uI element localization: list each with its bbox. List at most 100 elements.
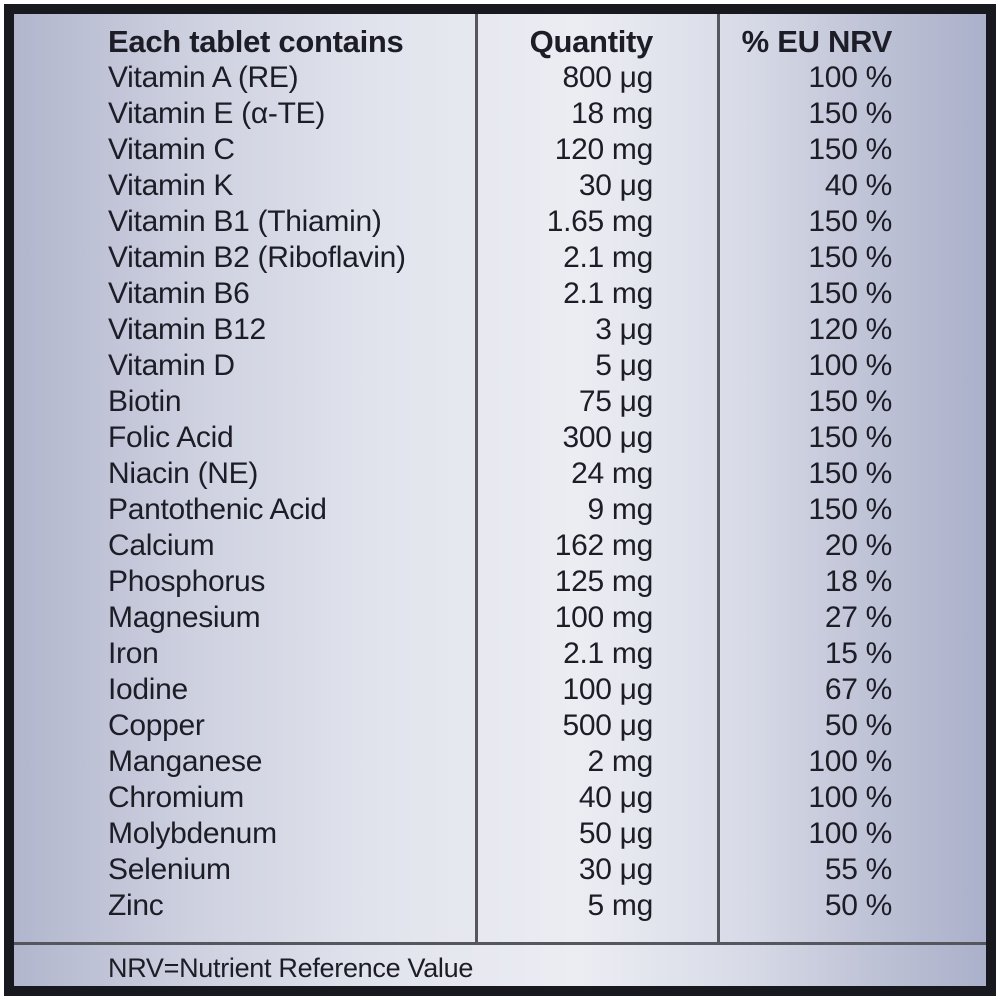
table-row: Vitamin A (RE) 800 μg 100 %	[14, 60, 986, 96]
nrv-percent-cell: 18 %	[824, 565, 892, 598]
footnote-rule	[14, 942, 986, 945]
label-frame: Each tablet contains Quantity % EU NRV V…	[4, 4, 996, 996]
nrv-percent-cell: 100 %	[808, 817, 892, 850]
quantity-value-cell: 40 μg	[578, 781, 653, 814]
table-row: Vitamin B6 2.1 mg 150 %	[14, 276, 986, 312]
quantity-value-cell: 30 μg	[578, 853, 653, 886]
table-row: Iron 2.1 mg 15 %	[14, 636, 986, 672]
nutrient-name-cell: Phosphorus	[108, 565, 266, 598]
nutrient-name-cell: Iodine	[108, 673, 188, 706]
nutrient-name-cell: Vitamin K	[108, 169, 234, 202]
nrv-percent-cell: 50 %	[824, 709, 892, 742]
nrv-percent-cell: 150 %	[808, 241, 892, 274]
quantity-value-cell: 2 mg	[587, 745, 654, 778]
nrv-percent-cell: 150 %	[808, 493, 892, 526]
nrv-percent-cell: 150 %	[808, 421, 892, 454]
nutrient-name-cell: Pantothenic Acid	[108, 493, 327, 526]
quantity-value-cell: 162 mg	[554, 529, 654, 562]
nrv-percent-cell: 27 %	[824, 601, 892, 634]
quantity-value-cell: 18 mg	[571, 97, 653, 130]
nrv-percent-cell: 150 %	[808, 133, 892, 166]
table-row: Calcium 162 mg 20 %	[14, 528, 986, 564]
nutrient-name-cell: Vitamin B6	[108, 277, 250, 310]
nrv-percent-cell: 100 %	[808, 781, 892, 814]
nutrient-name-cell: Niacin (NE)	[108, 457, 259, 490]
quantity-value-cell: 75 μg	[578, 385, 653, 418]
nutrient-name-cell: Biotin	[108, 385, 182, 418]
table-row: Vitamin E (α-TE) 18 mg 150 %	[14, 96, 986, 132]
quantity-value-cell: 24 mg	[571, 457, 653, 490]
nutrition-table: Each tablet contains Quantity % EU NRV V…	[14, 24, 986, 924]
table-header-row: Each tablet contains Quantity % EU NRV	[14, 24, 986, 60]
table-row: Manganese 2 mg 100 %	[14, 744, 986, 780]
nrv-percent-cell: 50 %	[824, 889, 892, 922]
nrv-percent-cell: 120 %	[808, 313, 892, 346]
table-row: Magnesium 100 mg 27 %	[14, 600, 986, 636]
nrv-percent-cell: 150 %	[808, 457, 892, 490]
quantity-value-cell: 1.65 mg	[546, 205, 654, 238]
table-row: Niacin (NE) 24 mg 150 %	[14, 456, 986, 492]
quantity-value-cell: 120 mg	[554, 133, 654, 166]
nutrient-name-cell: Copper	[108, 709, 205, 742]
nutrient-name-cell: Molybdenum	[108, 817, 277, 850]
header-quantity: Quantity	[529, 24, 654, 59]
quantity-value-cell: 800 μg	[562, 61, 653, 94]
quantity-value-cell: 5 μg	[595, 349, 653, 382]
nutrient-name-cell: Chromium	[108, 781, 244, 814]
table-row: Vitamin K 30 μg 40 %	[14, 168, 986, 204]
quantity-value-cell: 125 mg	[554, 565, 654, 598]
nrv-percent-cell: 150 %	[808, 205, 892, 238]
nutrient-name-cell: Selenium	[108, 853, 231, 886]
nrv-percent-cell: 20 %	[824, 529, 892, 562]
table-row: Selenium 30 μg 55 %	[14, 852, 986, 888]
quantity-value-cell: 100 mg	[554, 601, 654, 634]
nrv-percent-cell: 15 %	[824, 637, 892, 670]
table-row: Iodine 100 μg 67 %	[14, 672, 986, 708]
quantity-value-cell: 50 μg	[578, 817, 653, 850]
header-nrv: % EU NRV	[741, 24, 893, 59]
table-row: Folic Acid 300 μg 150 %	[14, 420, 986, 456]
nutrient-name-cell: Vitamin A (RE)	[108, 61, 299, 94]
nrv-percent-cell: 67 %	[824, 673, 892, 706]
nrv-percent-cell: 100 %	[808, 61, 892, 94]
table-row: Vitamin B1 (Thiamin) 1.65 mg 150 %	[14, 204, 986, 240]
header-nutrient: Each tablet contains	[108, 24, 404, 59]
table-row: Zinc 5 mg 50 %	[14, 888, 986, 924]
nrv-percent-cell: 100 %	[808, 745, 892, 778]
nutrient-name-cell: Magnesium	[108, 601, 261, 634]
table-row: Vitamin B12 3 μg 120 %	[14, 312, 986, 348]
quantity-value-cell: 2.1 mg	[563, 277, 653, 310]
nrv-percent-cell: 100 %	[808, 349, 892, 382]
nutrient-name-cell: Manganese	[108, 745, 263, 778]
nutrient-name-cell: Vitamin C	[108, 133, 235, 166]
quantity-value-cell: 300 μg	[562, 421, 653, 454]
nrv-percent-cell: 150 %	[808, 385, 892, 418]
nutrient-name-cell: Folic Acid	[108, 421, 234, 454]
quantity-value-cell: 2.1 mg	[563, 241, 653, 274]
nrv-percent-cell: 150 %	[808, 277, 892, 310]
table-row: Chromium 40 μg 100 %	[14, 780, 986, 816]
quantity-value-cell: 500 μg	[562, 709, 653, 742]
quantity-value-cell: 9 mg	[587, 493, 654, 526]
table-row: Phosphorus 125 mg 18 %	[14, 564, 986, 600]
quantity-value-cell: 5 mg	[587, 889, 654, 922]
nutrient-name-cell: Vitamin B1 (Thiamin)	[108, 205, 382, 238]
table-row: Biotin 75 μg 150 %	[14, 384, 986, 420]
nutrient-name-cell: Vitamin E (α-TE)	[108, 97, 326, 130]
nrv-percent-cell: 40 %	[824, 169, 892, 202]
nutrient-name-cell: Calcium	[108, 529, 215, 562]
nutrient-name-cell: Zinc	[108, 889, 164, 922]
footnote-text: NRV=Nutrient Reference Value	[108, 953, 474, 983]
table-row: Vitamin B2 (Riboflavin) 2.1 mg 150 %	[14, 240, 986, 276]
nutrient-name-cell: Iron	[108, 637, 159, 670]
quantity-value-cell: 100 μg	[562, 673, 653, 706]
table-row: Molybdenum 50 μg 100 %	[14, 816, 986, 852]
nutrient-name-cell: Vitamin B2 (Riboflavin)	[108, 241, 406, 274]
table-row: Copper 500 μg 50 %	[14, 708, 986, 744]
nutrient-name-cell: Vitamin B12	[108, 313, 266, 346]
column-divider-quantity	[475, 14, 478, 942]
table-row: Vitamin D 5 μg 100 %	[14, 348, 986, 384]
quantity-value-cell: 2.1 mg	[563, 637, 653, 670]
quantity-value-cell: 30 μg	[578, 169, 653, 202]
